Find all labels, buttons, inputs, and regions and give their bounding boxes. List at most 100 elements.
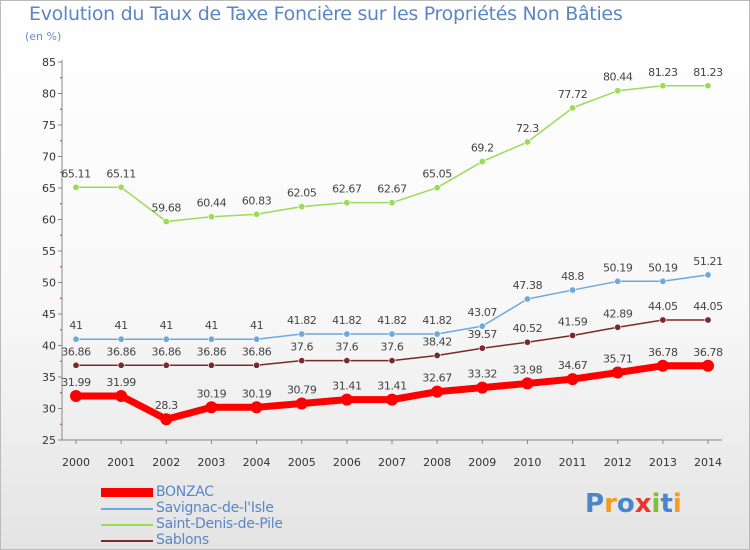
y-tick-label: 40: [42, 340, 56, 353]
data-label: 37.6: [290, 341, 313, 354]
data-point: [298, 357, 306, 365]
data-point: [253, 210, 261, 218]
data-label: 60.83: [242, 194, 272, 207]
data-label: 65.11: [106, 167, 136, 180]
data-point: [656, 359, 669, 372]
data-point: [70, 389, 82, 402]
data-label: 48.8: [561, 270, 584, 283]
y-tick-label: 60: [42, 214, 56, 227]
data-point: [162, 361, 170, 369]
data-label: 44.05: [648, 300, 678, 313]
data-point: [298, 330, 306, 338]
data-label: 30.19: [242, 387, 272, 400]
data-label: 32.67: [422, 372, 452, 385]
data-label: 62.67: [377, 183, 407, 196]
data-label: 38.42: [422, 335, 452, 348]
data-point: [702, 359, 714, 372]
data-point: [569, 104, 577, 112]
y-tick-label: 45: [42, 308, 56, 321]
data-label: 41: [69, 319, 82, 332]
data-point: [704, 271, 712, 279]
data-label: 81.23: [648, 66, 678, 79]
data-label: 72.3: [516, 122, 539, 135]
logo-letter: i: [651, 489, 661, 519]
data-point: [569, 331, 577, 339]
data-label: 69.2: [471, 142, 494, 155]
data-point: [478, 344, 486, 352]
data-label: 30.19: [197, 387, 227, 400]
legend-swatch: [101, 540, 153, 542]
data-point: [72, 335, 80, 343]
data-point: [659, 316, 667, 324]
data-point: [523, 138, 531, 146]
data-label: 60.44: [197, 197, 227, 210]
data-label: 36.86: [106, 345, 136, 358]
y-tick-label: 35: [42, 371, 56, 384]
data-point: [614, 87, 622, 95]
data-point: [388, 330, 396, 338]
x-tick-label: 2007: [378, 456, 406, 469]
unit-label: (en %): [25, 30, 62, 43]
data-label: 41: [250, 319, 263, 332]
data-point: [431, 385, 444, 398]
data-point: [433, 351, 441, 359]
x-tick-label: 2000: [62, 456, 90, 469]
y-tick-label: 75: [42, 119, 56, 132]
y-tick-label: 30: [42, 403, 56, 416]
data-point: [205, 401, 218, 414]
data-point: [253, 335, 261, 343]
data-point: [72, 183, 80, 191]
data-point: [207, 335, 215, 343]
x-tick-label: 2012: [604, 456, 632, 469]
data-label: 36.78: [648, 346, 678, 359]
data-label: 39.57: [468, 328, 498, 341]
data-label: 65.11: [61, 167, 91, 180]
data-label: 35.71: [603, 353, 633, 366]
y-tick-label: 55: [42, 245, 56, 258]
data-label: 50.19: [648, 261, 678, 274]
data-label: 43.07: [468, 306, 498, 319]
data-point: [117, 183, 125, 191]
data-point: [388, 199, 396, 207]
data-point: [704, 82, 712, 90]
data-label: 40.52: [513, 322, 543, 335]
x-tick-label: 2013: [649, 456, 677, 469]
data-label: 51.21: [693, 255, 723, 268]
data-label: 41.59: [558, 315, 588, 328]
logo-letter: x: [634, 489, 652, 519]
x-tick-label: 2004: [243, 456, 271, 469]
legend-swatch: [101, 508, 153, 510]
data-point: [478, 158, 486, 166]
data-point: [614, 323, 622, 331]
data-label: 77.72: [558, 88, 588, 101]
logo-letter: t: [660, 489, 673, 519]
data-point: [611, 366, 624, 379]
legend-swatch: [101, 524, 153, 526]
data-label: 42.89: [603, 307, 633, 320]
data-point: [566, 373, 579, 386]
data-point: [253, 361, 261, 369]
y-tick-label: 65: [42, 182, 56, 195]
data-label: 81.23: [693, 66, 723, 79]
data-point: [343, 199, 351, 207]
data-label: 31.99: [61, 376, 91, 389]
data-point: [162, 335, 170, 343]
data-label: 41.82: [287, 314, 317, 327]
x-tick-label: 2003: [197, 456, 225, 469]
data-label: 36.86: [61, 345, 91, 358]
data-label: 65.05: [422, 168, 452, 181]
data-point: [523, 295, 531, 303]
x-tick-label: 2001: [107, 456, 135, 469]
data-label: 41: [205, 319, 218, 332]
data-label: 28.3: [155, 399, 178, 412]
data-label: 44.05: [693, 300, 723, 313]
y-tick-label: 50: [42, 277, 56, 290]
x-tick-label: 2009: [468, 456, 496, 469]
data-point: [569, 286, 577, 294]
data-label: 36.86: [197, 345, 227, 358]
data-point: [343, 330, 351, 338]
x-tick-label: 2008: [423, 456, 451, 469]
data-label: 41.82: [422, 314, 452, 327]
